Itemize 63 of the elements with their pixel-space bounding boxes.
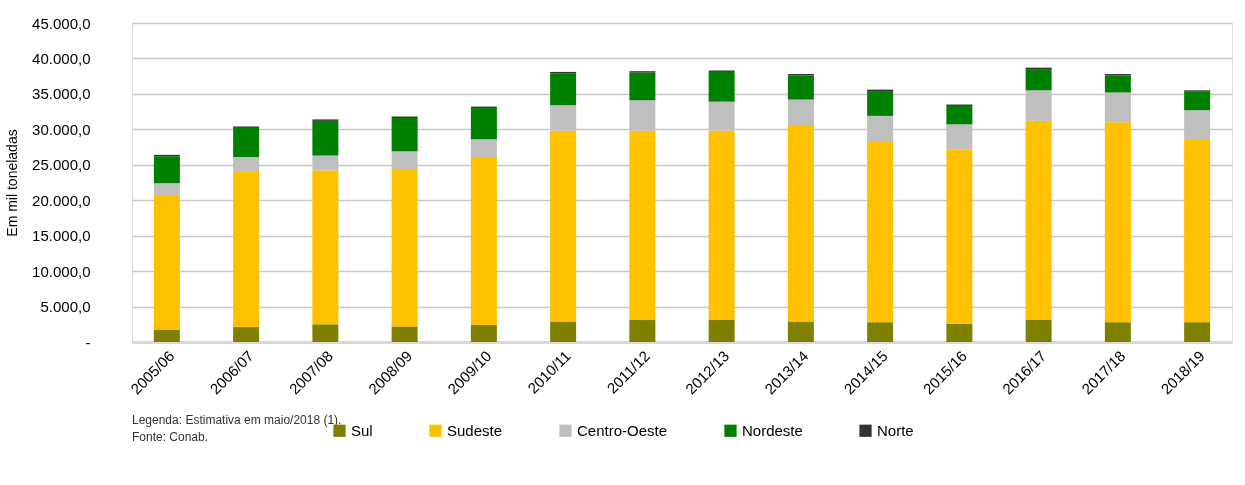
y-tick-label: 25.000,0 bbox=[32, 156, 91, 174]
bar bbox=[550, 130, 577, 322]
bar bbox=[867, 322, 894, 342]
y-tick-label: 10.000,0 bbox=[32, 262, 91, 280]
legend-label: Norte bbox=[877, 421, 914, 439]
legend-label: Sudeste bbox=[447, 421, 503, 439]
bar bbox=[629, 72, 656, 101]
bar bbox=[233, 171, 260, 328]
bar bbox=[1025, 120, 1052, 321]
bar bbox=[470, 139, 497, 157]
bar bbox=[312, 170, 339, 325]
bar bbox=[153, 183, 180, 196]
bar bbox=[629, 130, 656, 321]
bar bbox=[312, 120, 339, 156]
bar bbox=[867, 142, 894, 323]
y-axis-title: Em mil toneladas bbox=[4, 129, 21, 237]
bar bbox=[708, 71, 735, 102]
legend-label: Sul bbox=[351, 421, 373, 439]
bar bbox=[867, 91, 894, 116]
bar bbox=[1184, 322, 1211, 342]
bar bbox=[787, 125, 814, 322]
bar bbox=[391, 326, 418, 342]
bar bbox=[946, 149, 973, 324]
bar bbox=[1025, 69, 1052, 91]
bar bbox=[708, 130, 735, 321]
bar bbox=[946, 105, 973, 125]
y-tick-label: 20.000,0 bbox=[32, 191, 91, 209]
bar bbox=[787, 99, 814, 126]
bar bbox=[1104, 75, 1131, 93]
bar bbox=[153, 195, 180, 330]
y-tick-label: 35.000,0 bbox=[32, 85, 91, 103]
bar bbox=[629, 320, 656, 342]
bar bbox=[153, 156, 180, 184]
bar bbox=[787, 75, 814, 100]
bar bbox=[1104, 122, 1131, 323]
bar bbox=[1184, 139, 1211, 323]
legend-label: Nordeste bbox=[742, 421, 803, 439]
bar bbox=[470, 156, 497, 325]
y-tick-label: - bbox=[85, 333, 91, 351]
source-note: Fonte: Conab. bbox=[132, 429, 209, 444]
y-tick-label: 45.000,0 bbox=[32, 14, 91, 32]
bar bbox=[946, 323, 973, 342]
bar bbox=[708, 320, 735, 342]
bar bbox=[787, 321, 814, 342]
legend-label: Centro-Oeste bbox=[577, 421, 668, 439]
bar bbox=[1184, 91, 1211, 111]
bar bbox=[312, 324, 339, 342]
bar bbox=[391, 169, 418, 327]
y-tick-label: 30.000,0 bbox=[32, 120, 91, 138]
bar bbox=[233, 327, 260, 342]
y-tick-label: 40.000,0 bbox=[32, 49, 91, 67]
y-tick-label: 5.000,0 bbox=[40, 298, 91, 316]
bar bbox=[233, 127, 260, 157]
bar bbox=[391, 117, 418, 152]
bar bbox=[1104, 322, 1131, 342]
bar bbox=[153, 329, 180, 342]
bar bbox=[470, 324, 497, 342]
y-tick-label: 15.000,0 bbox=[32, 227, 91, 245]
bar bbox=[1025, 320, 1052, 342]
text: Legenda: Estimativa em maio/2018 (1). bbox=[132, 412, 342, 427]
bar bbox=[550, 321, 577, 342]
bar bbox=[550, 73, 577, 106]
bar bbox=[470, 108, 497, 140]
